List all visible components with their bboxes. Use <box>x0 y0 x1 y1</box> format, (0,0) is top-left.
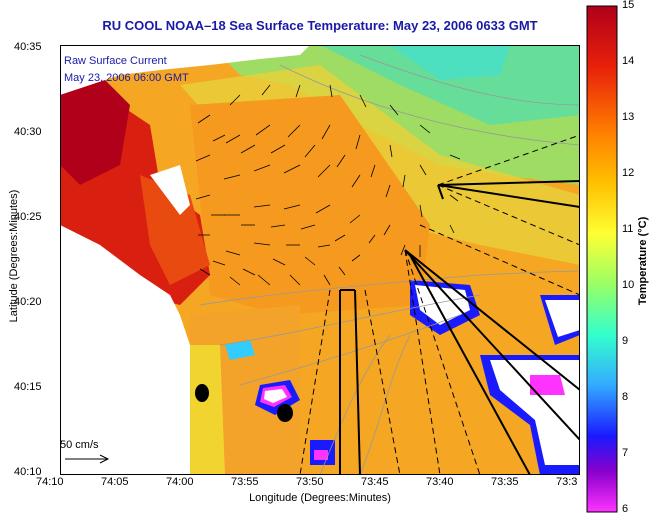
y-axis-label: Latitude (Degrees:Minutes) <box>8 189 20 323</box>
land-north <box>60 45 310 95</box>
xtick-label: 73:55 <box>231 476 259 488</box>
colorbar-label: Temperature (°C) <box>637 216 649 306</box>
colorbar-tick: 13 <box>622 111 635 123</box>
colorbar-tick: 15 <box>622 0 635 11</box>
xtick-label: 74:05 <box>101 476 129 488</box>
ytick-label: 40:15 <box>14 381 42 393</box>
sst-map <box>60 45 580 475</box>
colorbar-tick: 8 <box>622 391 629 403</box>
x-axis-label: Longitude (Degrees:Minutes) <box>249 492 391 504</box>
colorbar-tick: 12 <box>622 167 635 179</box>
colorbar-tick: 7 <box>622 447 629 459</box>
ytick-label: 40:35 <box>14 41 42 53</box>
xtick-label: 73:50 <box>296 476 324 488</box>
scale-label: 50 cm/s <box>60 439 99 451</box>
colorbar-tick: 11 <box>622 223 634 235</box>
overlay-line2: May 23, 2006 06:00 GMT <box>64 72 189 84</box>
ytick-label: 40:25 <box>14 211 42 223</box>
xtick-label: 73:40 <box>426 476 454 488</box>
ytick-label: 40:10 <box>14 466 42 478</box>
station-marker <box>195 384 209 402</box>
ytick-label: 40:30 <box>14 126 42 138</box>
land-southwest <box>60 225 190 475</box>
xtick-label: 74:10 <box>36 476 64 488</box>
overlay-line1: Raw Surface Current <box>64 55 167 67</box>
colorbar-tick: 9 <box>622 335 629 347</box>
temperature-colorbar <box>586 5 618 513</box>
radar-beam-lines <box>299 134 580 475</box>
colorbar-tick: 14 <box>622 55 635 67</box>
station-marker <box>277 404 293 422</box>
bathymetry-contours <box>199 54 580 475</box>
ytick-label: 40:20 <box>14 296 42 308</box>
map-frame <box>60 45 580 475</box>
colorbar-tick: 10 <box>622 279 635 291</box>
xtick-label: 73:35 <box>491 476 519 488</box>
xtick-label: 73:3 <box>556 476 578 488</box>
xtick-label: 73:45 <box>361 476 389 488</box>
colorbar-tick: 6 <box>622 503 629 515</box>
scale-arrow <box>65 454 110 464</box>
map-title: RU COOL NOAA–18 Sea Surface Temperature:… <box>102 18 538 33</box>
xtick-label: 74:00 <box>166 476 194 488</box>
surface-current-vectors <box>195 84 461 286</box>
